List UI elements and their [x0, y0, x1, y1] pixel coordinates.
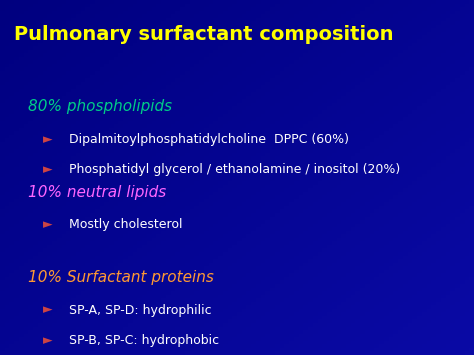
Text: ►: ►	[43, 304, 52, 317]
Text: ►: ►	[43, 133, 52, 146]
Text: ►: ►	[43, 163, 52, 176]
Text: 10% neutral lipids: 10% neutral lipids	[28, 185, 167, 200]
Text: ►: ►	[43, 334, 52, 347]
Text: SP-A, SP-D: hydrophilic: SP-A, SP-D: hydrophilic	[69, 304, 211, 317]
Text: Dipalmitoylphosphatidylcholine  DPPC (60%): Dipalmitoylphosphatidylcholine DPPC (60%…	[69, 133, 349, 146]
Text: 80% phospholipids: 80% phospholipids	[28, 99, 173, 114]
Text: SP-B, SP-C: hydrophobic: SP-B, SP-C: hydrophobic	[69, 334, 219, 347]
Text: Pulmonary surfactant composition: Pulmonary surfactant composition	[14, 25, 394, 44]
Text: Mostly cholesterol: Mostly cholesterol	[69, 218, 182, 231]
Text: Phosphatidyl glycerol / ethanolamine / inositol (20%): Phosphatidyl glycerol / ethanolamine / i…	[69, 163, 400, 176]
Text: 10% Surfactant proteins: 10% Surfactant proteins	[28, 270, 214, 285]
Text: ►: ►	[43, 218, 52, 231]
